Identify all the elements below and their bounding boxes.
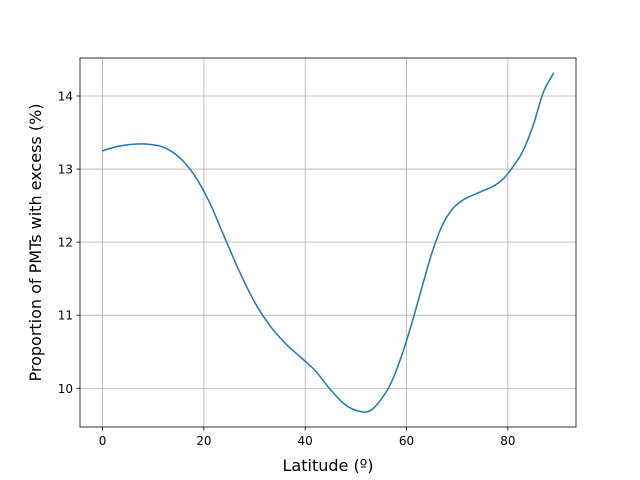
y-tick-label: 11 bbox=[58, 309, 73, 323]
x-tick-label: 20 bbox=[196, 434, 211, 448]
y-tick-label: 14 bbox=[58, 89, 73, 103]
x-axis-label: Latitude (º) bbox=[283, 456, 374, 475]
series-line bbox=[101, 72, 555, 413]
y-tick-label: 10 bbox=[58, 382, 73, 396]
grid bbox=[80, 58, 576, 427]
x-tick-label: 0 bbox=[99, 434, 107, 448]
x-tick-label: 80 bbox=[500, 434, 515, 448]
y-tick-label: 13 bbox=[58, 163, 73, 177]
axis-ticks: 0 20 40 60 80 10 11 12 13 14 bbox=[58, 89, 516, 448]
y-axis-label: Proportion of PMTs with excess (%) bbox=[26, 103, 45, 381]
x-tick-label: 40 bbox=[298, 434, 313, 448]
series-layer bbox=[101, 72, 555, 413]
x-tick-label: 60 bbox=[399, 434, 414, 448]
y-tick-label: 12 bbox=[58, 236, 73, 250]
